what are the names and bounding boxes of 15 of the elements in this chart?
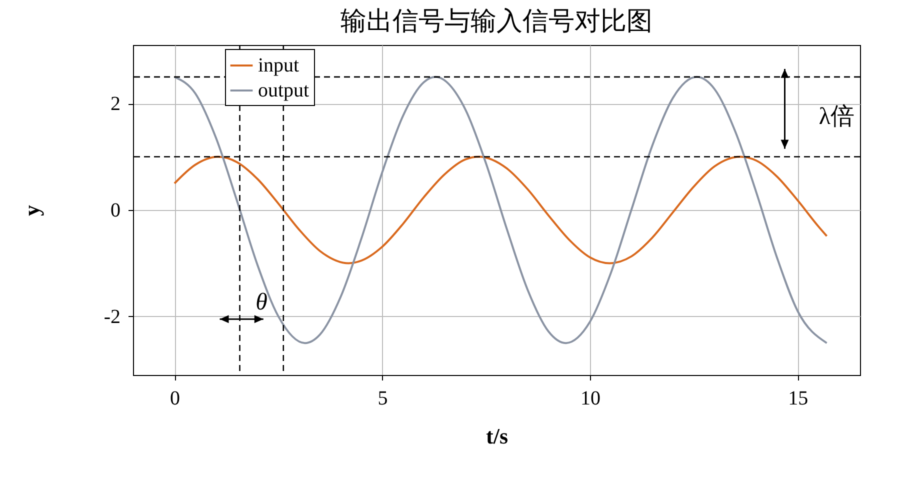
x-tick-label: 10	[580, 388, 600, 410]
legend-label: output	[258, 80, 310, 102]
annotation: λ倍	[818, 102, 855, 130]
legend-label: input	[258, 54, 300, 76]
x-tick-label: 0	[170, 388, 180, 410]
y-axis-title: y	[18, 205, 44, 216]
line-series	[174, 156, 828, 264]
y-tick-label: 2	[110, 93, 120, 116]
x-tick-label: 15	[788, 388, 808, 410]
x-axis-title: t/s	[486, 424, 508, 448]
y-tick-label: 0	[110, 200, 120, 222]
chart-title: 输出信号与输入信号对比图	[340, 6, 652, 36]
annotation: θ	[256, 289, 268, 316]
y-tick-label: -2	[104, 306, 120, 328]
x-tick-label: 5	[378, 388, 388, 410]
